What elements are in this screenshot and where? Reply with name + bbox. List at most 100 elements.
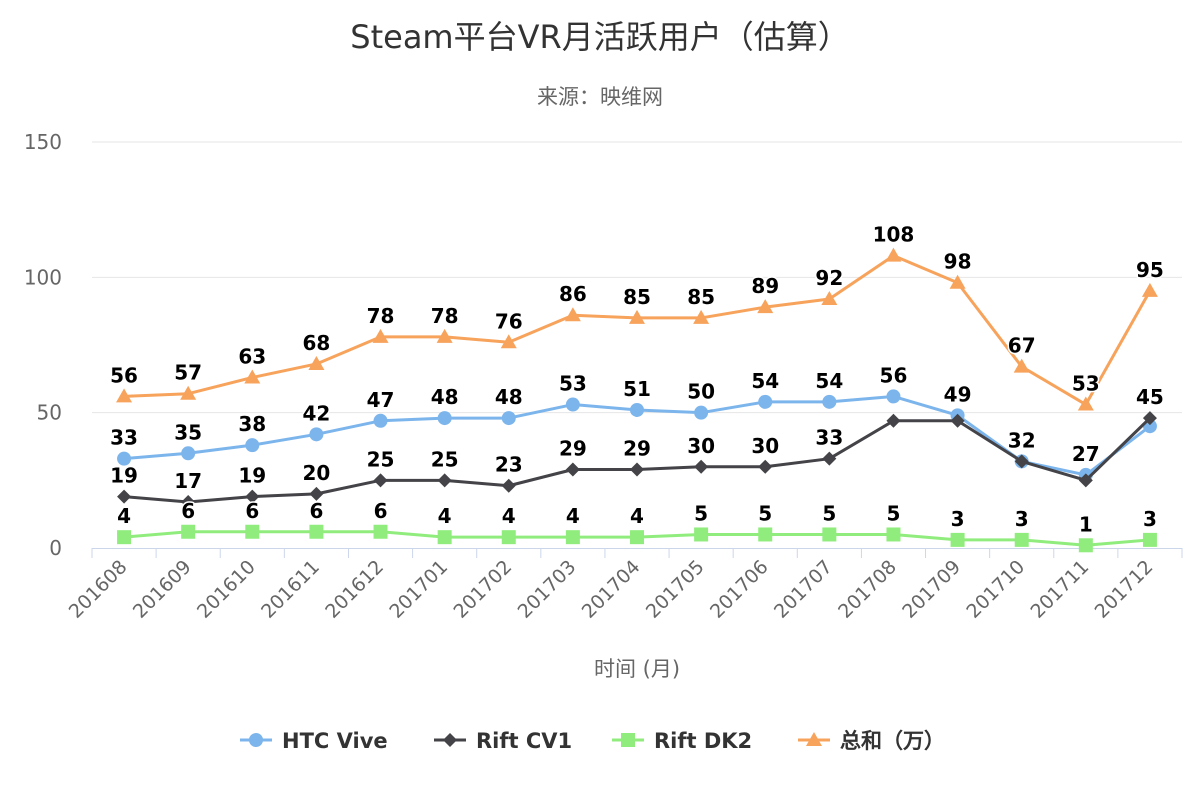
legend-symbol: [249, 733, 263, 747]
data-point: [694, 405, 709, 420]
data-point: [694, 527, 709, 542]
y-tick-label: 50: [37, 401, 62, 425]
x-tick-label: 201709: [898, 556, 965, 623]
legend-symbol: [621, 733, 635, 747]
data-label: 30: [751, 434, 779, 458]
data-label: 48: [431, 385, 459, 409]
legend-item[interactable]: Rift DK2: [612, 729, 752, 753]
x-tick-label: 201701: [385, 556, 452, 623]
x-tick-label: 201710: [962, 556, 1029, 623]
x-tick-label: 201712: [1091, 556, 1158, 623]
data-point: [693, 309, 710, 324]
data-label: 5: [822, 501, 836, 525]
data-point: [117, 451, 132, 466]
data-point: [309, 486, 324, 501]
data-point: [1077, 396, 1094, 411]
x-tick-label: 201609: [129, 556, 196, 623]
legend-item[interactable]: Rift CV1: [434, 729, 572, 753]
data-label: 6: [309, 499, 323, 523]
data-label: 89: [751, 274, 779, 298]
data-label: 78: [431, 304, 459, 328]
x-tick-label: 201702: [449, 556, 516, 623]
legend: HTC Vive Rift CV1 Rift DK2 总和（万）: [240, 729, 945, 753]
data-label: 25: [431, 447, 459, 471]
x-tick-label: 201610: [193, 556, 260, 623]
data-label: 47: [367, 388, 395, 412]
data-label: 29: [623, 437, 651, 461]
data-label: 4: [502, 504, 516, 528]
data-point: [758, 459, 773, 474]
data-point: [886, 413, 901, 428]
data-label: 45: [1136, 385, 1164, 409]
data-point: [1141, 282, 1158, 297]
data-label: 56: [110, 363, 138, 387]
data-label: 27: [1072, 442, 1100, 466]
series-1: [117, 411, 1157, 509]
x-axis: 2016082016092016102016112016122017012017…: [65, 548, 1183, 623]
data-label: 3: [1015, 507, 1029, 531]
y-tick-label: 150: [24, 130, 62, 154]
data-point: [565, 530, 580, 545]
series-2: [117, 524, 1157, 553]
data-label: 33: [815, 426, 843, 450]
data-point: [1142, 411, 1157, 426]
data-label: 78: [367, 304, 395, 328]
data-label: 95: [1136, 258, 1164, 282]
data-point: [181, 524, 196, 539]
data-label: 19: [110, 464, 138, 488]
x-tick-label: 201707: [770, 556, 837, 623]
data-point: [630, 462, 644, 477]
data-point: [373, 413, 388, 428]
data-point: [501, 478, 516, 493]
data-point: [309, 524, 324, 539]
data-point: [757, 299, 774, 314]
data-point: [885, 247, 902, 262]
data-label: 38: [238, 412, 266, 436]
data-label: 17: [174, 469, 202, 493]
data-label: 5: [887, 501, 901, 525]
data-label: 3: [951, 507, 965, 531]
legend-item[interactable]: HTC Vive: [240, 729, 388, 753]
data-label: 4: [630, 504, 644, 528]
legend-label: Rift CV1: [476, 729, 572, 753]
y-tick-label: 0: [49, 536, 62, 560]
data-point: [822, 451, 837, 466]
legend-item[interactable]: 总和（万）: [798, 729, 945, 753]
data-point: [245, 524, 260, 539]
data-point: [245, 489, 260, 504]
x-tick-label: 201611: [257, 556, 324, 623]
data-label: 98: [944, 250, 972, 274]
data-point: [244, 369, 261, 384]
data-point: [437, 530, 452, 545]
data-point: [437, 473, 452, 488]
y-tick-label: 100: [24, 265, 62, 289]
data-point: [886, 389, 901, 404]
data-point: [1014, 454, 1029, 469]
x-tick-label: 201704: [578, 556, 645, 623]
series-3: [116, 247, 1158, 411]
data-label: 20: [302, 461, 330, 485]
x-tick-label: 201708: [834, 556, 901, 623]
data-point: [501, 530, 516, 545]
x-tick-label: 201706: [706, 556, 773, 623]
data-label: 23: [495, 453, 523, 477]
data-point: [1013, 358, 1030, 373]
data-point: [758, 527, 773, 542]
data-point: [181, 446, 196, 461]
data-label: 51: [623, 377, 651, 401]
data-point: [309, 427, 324, 442]
data-label: 4: [117, 504, 131, 528]
data-label: 5: [694, 501, 708, 525]
data-label: 67: [1008, 334, 1036, 358]
data-point: [117, 530, 132, 545]
x-tick-label: 201612: [321, 556, 388, 623]
data-label: 48: [495, 385, 523, 409]
x-tick-label: 201703: [514, 556, 581, 623]
y-axis: 0 50 100 150: [24, 130, 62, 560]
data-point: [694, 459, 709, 474]
data-label: 53: [1072, 372, 1100, 396]
data-point: [1014, 532, 1029, 547]
data-label: 108: [873, 223, 915, 247]
